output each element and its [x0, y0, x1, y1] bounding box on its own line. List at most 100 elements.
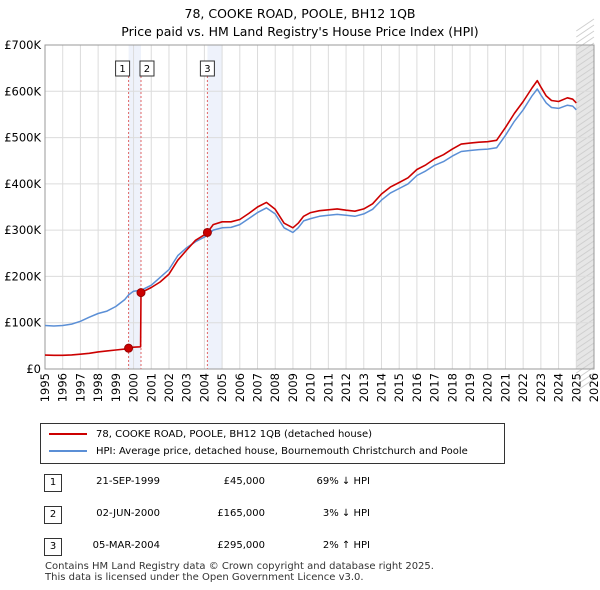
hatch-line — [576, 318, 595, 332]
sale-date: 02-JUN-2000 — [96, 508, 160, 519]
hatch-line — [576, 198, 595, 212]
hatch-line — [576, 66, 595, 80]
hatch-line — [576, 372, 595, 386]
hatch-line — [576, 258, 595, 272]
x-tick-label: 2001 — [144, 373, 158, 402]
hatch-line — [576, 270, 595, 284]
sale-price: £295,000 — [217, 540, 265, 551]
x-tick-label: 1997 — [73, 373, 87, 402]
hatch-line — [576, 18, 595, 32]
hatch-line — [576, 264, 595, 278]
hatch-line — [576, 204, 595, 218]
chart-subtitle: Price paid vs. HM Land Registry's House … — [121, 24, 479, 39]
hatch-line — [576, 108, 595, 122]
hatch-line — [576, 48, 595, 62]
hatch-line — [576, 228, 595, 242]
hatch-line — [576, 162, 595, 176]
hatch-line — [576, 90, 595, 104]
sale-date: 05-MAR-2004 — [92, 540, 160, 551]
x-tick-label: 2010 — [304, 373, 318, 402]
hatch-line — [576, 30, 595, 44]
plot-area — [45, 45, 594, 369]
hatch-line — [576, 24, 595, 38]
price-chart: £0 £100K £200K £300K £400K £500K £600K £700K 199… — [4, 18, 600, 402]
sale-row: 3 05-MAR-2004 £295,000 2% ↑ HPI — [0, 538, 600, 558]
x-tick-label: 2006 — [233, 373, 247, 402]
hatch-line — [576, 330, 595, 344]
y-tick-label: £100K — [4, 316, 41, 330]
sale-hpi-delta: 69% ↓ HPI — [316, 476, 370, 487]
sale-marker-label: 3 — [204, 64, 210, 75]
property-series-line — [44, 79, 577, 357]
hatch-line — [576, 72, 595, 86]
hatch-line — [576, 246, 595, 260]
sale-number-badge: 3 — [44, 538, 62, 556]
x-tick-label: 2025 — [569, 373, 583, 402]
sale-row: 1 21-SEP-1999 £45,000 69% ↓ HPI — [0, 474, 600, 494]
shaded-region — [207, 45, 223, 369]
hatch-line — [576, 192, 595, 206]
hatch-line — [576, 300, 595, 314]
shaded-region — [128, 45, 141, 369]
x-tick-label: 2013 — [357, 373, 371, 402]
hatch-line — [576, 180, 595, 194]
footer-copyright: Contains HM Land Registry data © Crown c… — [45, 561, 434, 572]
hatch-line — [576, 174, 595, 188]
hatch-line — [576, 120, 595, 134]
legend-label-hpi: HPI: Average price, detached house, Bour… — [96, 446, 468, 457]
hatch-line — [576, 336, 595, 350]
hpi-series-line — [44, 88, 577, 327]
sale-point — [202, 227, 212, 237]
x-tick-label: 2005 — [215, 373, 229, 402]
x-tick-label: 2017 — [428, 373, 442, 402]
x-tick-label: 1995 — [38, 373, 52, 402]
y-tick-label: £0 — [26, 362, 41, 376]
hatch-line — [576, 294, 595, 308]
legend: 78, COOKE ROAD, POOLE, BH12 1QB (detache… — [40, 423, 505, 464]
sale-hpi-delta: 2% ↑ HPI — [322, 540, 370, 551]
hatch-line — [576, 96, 595, 110]
y-tick-label: £500K — [4, 131, 41, 145]
hatch-line — [576, 222, 595, 236]
hatch-line — [576, 126, 595, 140]
sale-price: £45,000 — [223, 476, 265, 487]
hatch-line — [576, 78, 595, 92]
hatch-line — [576, 288, 595, 302]
sale-hpi-delta: 3% ↓ HPI — [322, 508, 370, 519]
plot-border — [44, 44, 595, 370]
hatch-line — [576, 348, 595, 362]
hatch-line — [576, 150, 595, 164]
hatch-line — [576, 354, 595, 368]
x-tick-label: 2014 — [374, 373, 388, 402]
hatch-line — [576, 132, 595, 146]
x-tick-label: 2004 — [197, 373, 211, 402]
legend-item-hpi: HPI: Average price, detached house, Bour… — [49, 444, 468, 460]
hatch-line — [576, 276, 595, 290]
y-tick-label: £400K — [4, 177, 41, 191]
sale-marker-box — [115, 60, 131, 77]
x-tick-label: 2008 — [268, 373, 282, 402]
hatch-line — [576, 342, 595, 356]
hatch-line — [576, 210, 595, 224]
x-tick-label: 1996 — [56, 373, 70, 402]
sale-price: £165,000 — [217, 508, 265, 519]
hatch-line — [576, 36, 595, 50]
sale-point — [124, 343, 134, 353]
hatch-line — [576, 282, 595, 296]
shaded-region — [576, 45, 594, 369]
chart-title: 78, COOKE ROAD, POOLE, BH12 1QB — [184, 6, 416, 21]
x-tick-label: 2011 — [321, 373, 335, 402]
footer-licence: This data is licensed under the Open Gov… — [45, 572, 364, 583]
hatch-line — [576, 60, 595, 74]
legend-item-property: 78, COOKE ROAD, POOLE, BH12 1QB (detache… — [49, 427, 372, 443]
x-tick-label: 2003 — [180, 373, 194, 402]
sale-marker-box — [199, 60, 215, 77]
x-tick-label: 2000 — [127, 373, 141, 402]
hatch-line — [576, 324, 595, 338]
y-tick-label: £700K — [4, 38, 41, 52]
hatch-line — [576, 216, 595, 230]
hatch-line — [576, 252, 595, 266]
x-tick-label: 2022 — [516, 373, 530, 402]
x-tick-label: 2016 — [410, 373, 424, 402]
sale-number-badge: 1 — [44, 474, 62, 492]
